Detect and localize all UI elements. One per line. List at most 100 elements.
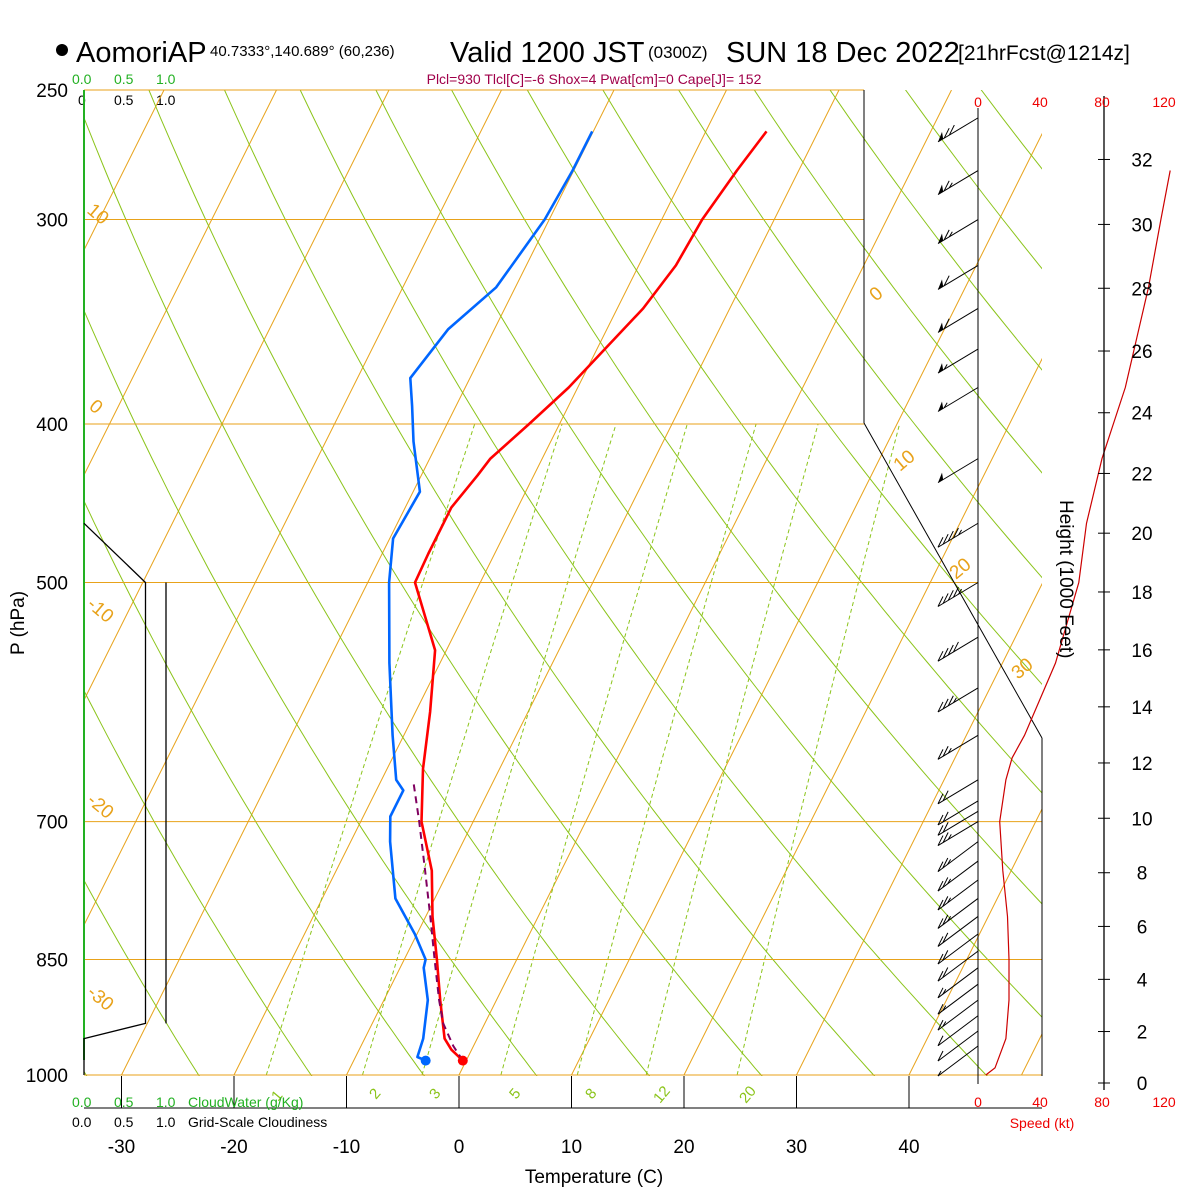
dry-adiabat-line [84,499,425,1076]
wind-barb [937,916,979,947]
wind-barb [937,821,979,847]
wind-barb-flag [942,790,949,801]
wind-barb-flag [947,590,954,601]
pressure-tick-label: 500 [36,574,68,595]
forecast-info: [21hrFcst@1214z] [958,42,1130,65]
wind-barb [937,879,979,911]
surface-temperature-marker [457,1055,468,1066]
wind-barb-staff [937,308,979,333]
wind-barb [937,1045,979,1077]
wind-barb [937,636,979,662]
surface-dewpoint-marker [420,1055,431,1066]
cloudwater-tick-top: 0.0 [72,71,92,87]
wind-barb-pennant [938,233,944,244]
cloudiness-tick-bottom: 0.0 [72,1114,92,1130]
cloudwater-tick-top: 0.5 [114,71,134,87]
wind-barb [937,800,979,826]
wind-speed-profile [985,170,1171,1076]
wind-barb-staff [937,117,979,143]
wind-barb-flag [942,967,949,978]
wind-barb-flag [952,527,959,539]
cloudwater-title: CloudWater (g/Kg) [188,1094,303,1110]
wind-barb [937,387,979,412]
pressure-tick-label: 700 [36,813,68,834]
stability-indices: Plcl=930 Tlcl[C]=-6 Shox=4 Pwat[cm]=0 Ca… [427,71,762,87]
wind-barb-half-flag [937,1070,942,1077]
wind-barb-flag [937,1019,944,1031]
wind-barb-flag [943,229,950,241]
utc-time: (0300Z) [648,43,708,62]
speed-tick-bottom: 0 [974,1094,982,1110]
wind-barb-flag [942,822,949,833]
dry-adiabat-line [1184,61,1200,1110]
temperature-tick-label: 10 [561,1137,582,1158]
wind-barb-flag [937,899,944,911]
main-frame-diagonal [863,422,1043,739]
wind-barb-flag [937,880,944,892]
height-tick-label: 2 [1137,1023,1148,1044]
height-axis-title: Height (1000 Feet) [1055,500,1076,658]
wind-barb-staff [937,1015,979,1047]
speed-tick-bottom: 120 [1152,1094,1176,1110]
dry-adiabat-line [980,90,1042,170]
mixing-ratio-line [500,423,688,1076]
dry-adiabat-line [1109,61,1200,1110]
wind-barb-half-flag [943,364,948,370]
height-tick-label: 30 [1131,215,1152,236]
mixing-ratio-label: 3 [426,1085,444,1102]
wind-barb-flag [952,587,959,598]
wind-barb-flag [942,896,949,907]
wind-barb [937,734,979,760]
height-tick-label: 16 [1131,641,1152,662]
wind-barb-pennant [938,184,944,195]
wind-barb [937,999,979,1031]
wind-barb-flag [937,835,944,846]
wind-barb-flag [937,953,944,965]
wind-barb [937,117,979,143]
wind-barb-staff [937,800,979,826]
wind-barb-staff [937,1045,979,1077]
height-tick-label: 10 [1131,809,1152,830]
wind-barb-staff [937,967,979,999]
height-tick-label: 8 [1137,864,1148,885]
pressure-tick-label: 250 [36,81,68,102]
wind-barb-staff [937,950,979,982]
wind-barb-flag [947,530,954,542]
wind-barb [937,582,979,607]
temperature-profile-line [413,130,768,1062]
isotherm-label: 10 [83,200,113,230]
wind-barb-pennant [938,322,944,333]
wind-barb-half-flag [947,859,952,865]
cloudiness-tick-top: 0 [78,92,86,108]
wind-barb-staff [937,582,979,607]
temperature-tick-label: -30 [108,1137,135,1158]
wind-barb-flag [943,275,950,286]
wind-barb-half-flag [947,897,952,904]
wind-barb-flag [942,950,949,961]
isotherm-labels: 10 0 -10 -20 -30 0 10 20 30 [83,200,1038,1016]
wind-barb-flag [937,825,944,836]
temperature-tick-label: 0 [454,1137,465,1158]
wind-barb-staff [937,983,979,1015]
y-axis-title: P (hPa) [8,591,29,655]
height-tick-label: 24 [1131,404,1153,425]
dry-adiabat-line [84,879,200,1076]
wind-barb-staff [937,387,979,412]
wind-barb-flag [937,793,944,804]
wind-barb-pennant [938,401,944,412]
wind-barb [937,1015,979,1047]
wind-barb-staff [937,636,979,662]
isotherm-label: -10 [83,594,118,628]
pressure-tick-label: 1000 [26,1066,68,1087]
wind-barb-staff [937,264,979,290]
wind-barb [937,348,979,374]
mixing-ratio-label: 8 [582,1085,600,1102]
mixing-ratio-line [421,423,617,1076]
wind-barb-half-flag [947,878,952,885]
wind-barb-flag [937,987,944,999]
wind-barb-flag [942,647,949,659]
mixing-ratio-labels: 1 2 3 5 8 12 20 [268,1083,760,1107]
wind-barb-flag [937,936,944,947]
